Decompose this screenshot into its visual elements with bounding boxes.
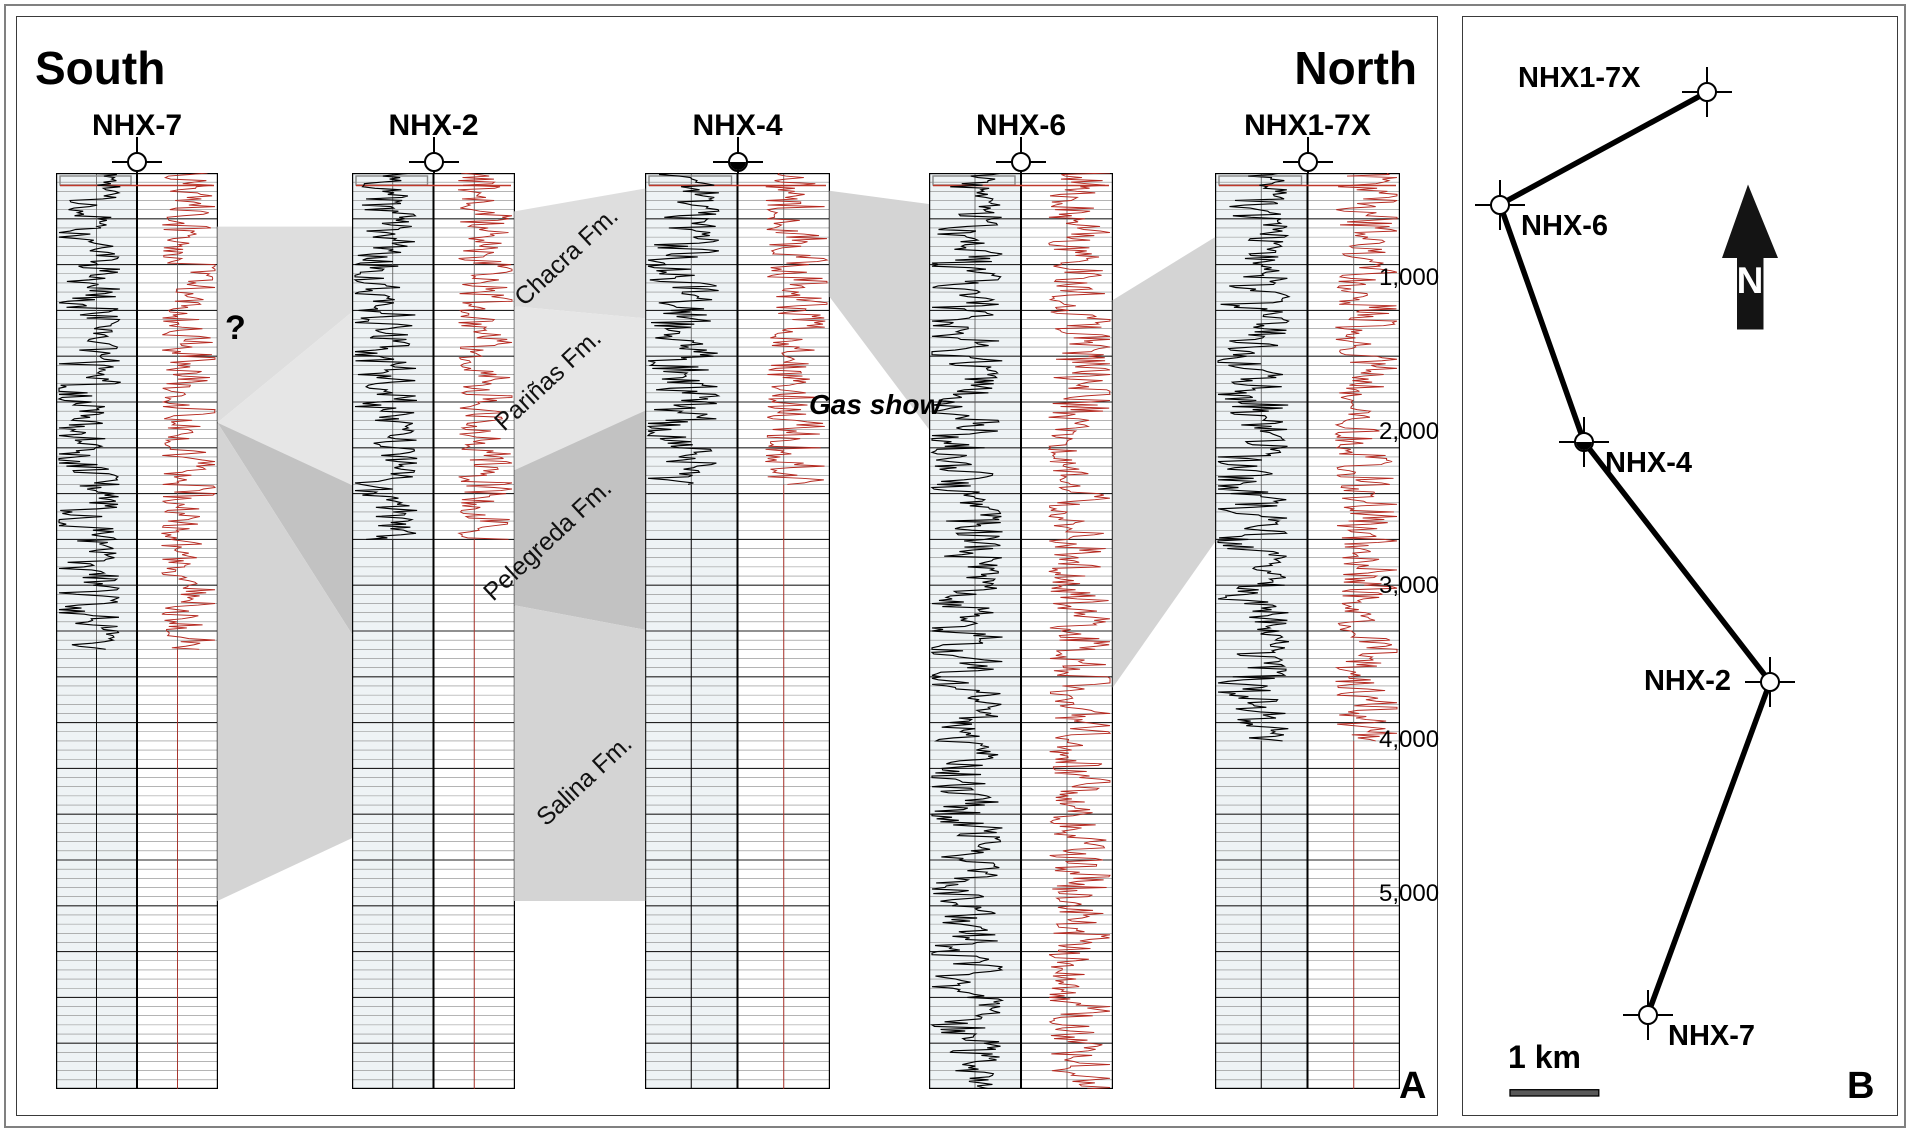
svg-text:N: N: [1737, 260, 1764, 301]
